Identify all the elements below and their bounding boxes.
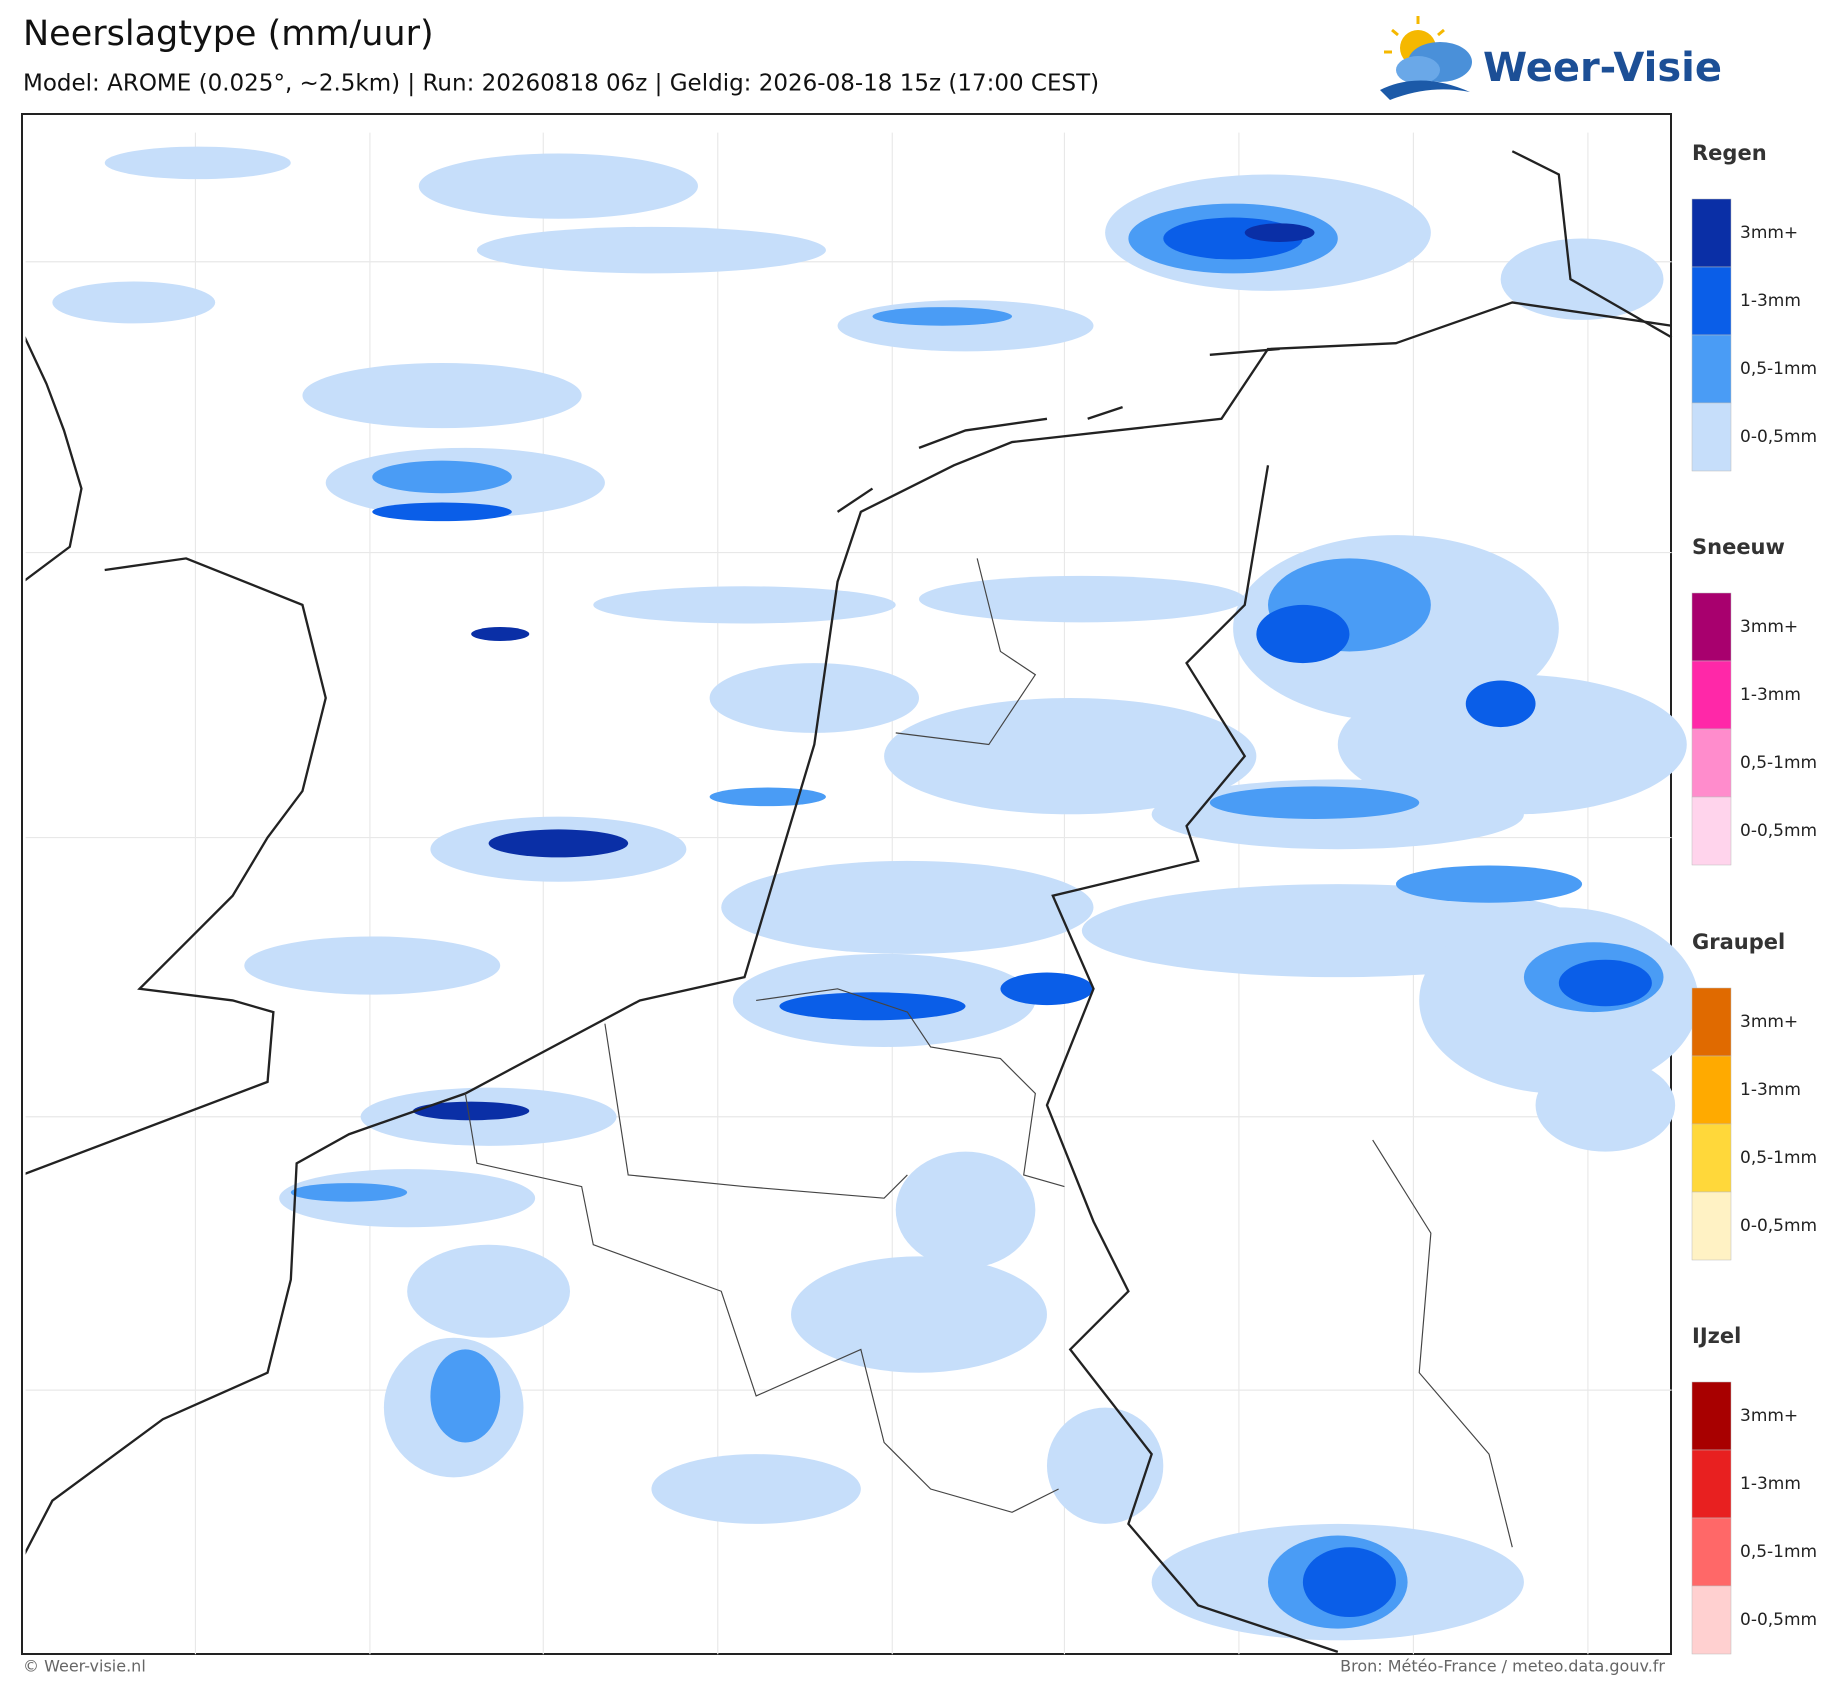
legend-title: Regen	[1692, 141, 1767, 165]
legend: Regen 3mm+ 1-3mm 0,5-1mm 0-0,5mm Sneeuw 3mm+ 1-…	[1691, 141, 1817, 1655]
legend-swatch	[1691, 592, 1732, 662]
legend-title: IJzel	[1692, 1324, 1741, 1348]
legend-label: 0,5-1mm	[1740, 1148, 1817, 1168]
legend-label: 1-3mm	[1740, 1474, 1801, 1494]
legend-label: 0-0,5mm	[1740, 1216, 1817, 1236]
legend-swatch	[1691, 1449, 1732, 1519]
legend-swatch	[1691, 1191, 1732, 1261]
logo-text: Weer-Visie	[1483, 45, 1722, 91]
legend-title: Graupel	[1692, 930, 1785, 954]
title: Neerslagtype (mm/uur)	[23, 14, 434, 54]
legend-swatch	[1691, 198, 1732, 268]
legend-label: 0-0,5mm	[1740, 427, 1817, 447]
legend-swatch	[1691, 1055, 1732, 1125]
legend-label: 0-0,5mm	[1740, 1610, 1817, 1630]
footer-left: © Weer-visie.nl	[23, 1657, 146, 1676]
legend-swatch	[1691, 987, 1732, 1057]
subtitle: Model: AROME (0.025°, ~2.5km) | Run: 202…	[23, 71, 1099, 97]
legend-label: 0,5-1mm	[1740, 1542, 1817, 1562]
legend-label: 3mm+	[1740, 1012, 1798, 1032]
legend-label: 3mm+	[1740, 223, 1798, 243]
legend-swatch	[1691, 796, 1732, 866]
legend-swatch	[1691, 1123, 1732, 1193]
legend-swatch	[1691, 334, 1732, 404]
legend-label: 0,5-1mm	[1740, 753, 1817, 773]
legend-swatch	[1691, 1517, 1732, 1587]
legend-label: 0,5-1mm	[1740, 359, 1817, 379]
legend-label: 0-0,5mm	[1740, 821, 1817, 841]
legend-swatch	[1691, 1381, 1732, 1451]
legend-swatch	[1691, 266, 1732, 336]
legend-label: 1-3mm	[1740, 291, 1801, 311]
legend-title: Sneeuw	[1692, 535, 1785, 559]
legend-label: 1-3mm	[1740, 1080, 1801, 1100]
legend-label: 3mm+	[1740, 617, 1798, 637]
legend-swatch	[1691, 1585, 1732, 1655]
footer-right: Bron: Météo-France / meteo.data.gouv.fr	[1340, 1657, 1665, 1676]
map	[21, 113, 1699, 1655]
legend-label: 1-3mm	[1740, 685, 1801, 705]
legend-label: 3mm+	[1740, 1406, 1798, 1426]
legend-swatch	[1691, 402, 1732, 472]
legend-swatch	[1691, 728, 1732, 798]
logo: Weer-Visie	[1380, 16, 1722, 100]
legend-swatch	[1691, 660, 1732, 730]
